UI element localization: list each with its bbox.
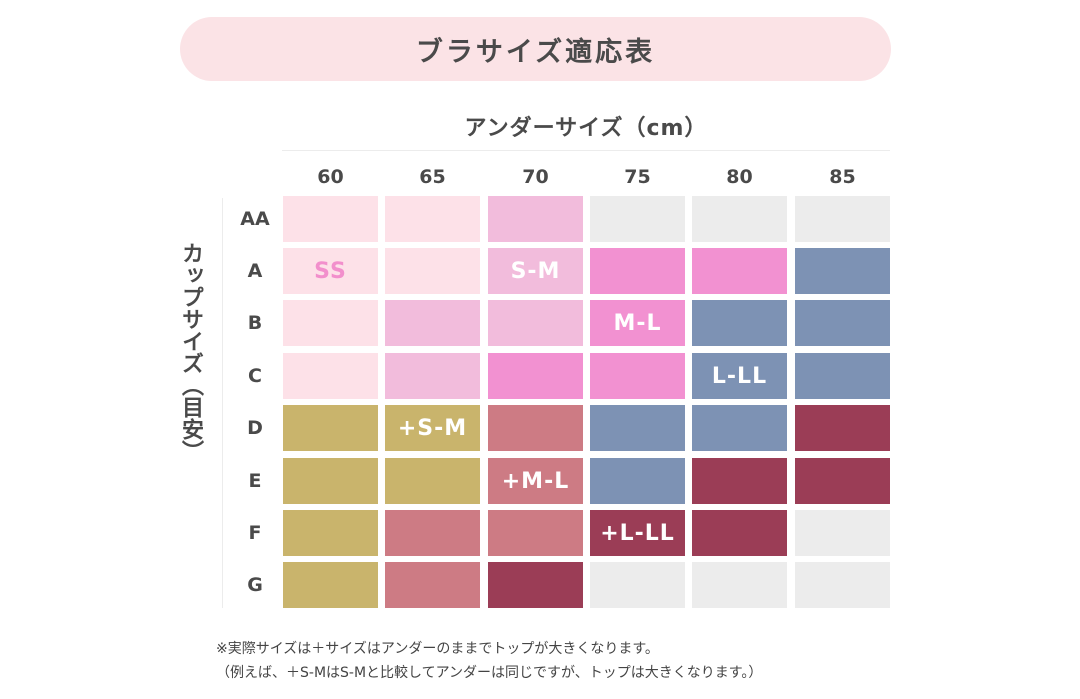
cup-size-heading: カップサイズ（目安）	[178, 242, 203, 462]
grid-cell	[692, 458, 787, 504]
grid-cell: M-L	[590, 300, 685, 346]
grid-cell: +S-M	[385, 405, 480, 451]
note-line-2: （例えば、＋S-MはS-Mと比較してアンダーは同じですが、トップは大きくなります…	[216, 665, 763, 681]
under-size-header: 75	[624, 166, 651, 188]
grid-cell: +M-L	[488, 458, 583, 504]
grid-cell	[488, 353, 583, 399]
grid-cell	[692, 405, 787, 451]
title-banner: ブラサイズ適応表	[180, 17, 891, 81]
grid-cell	[590, 353, 685, 399]
grid-cell	[590, 458, 685, 504]
grid-cell	[283, 353, 378, 399]
grid-cell: L-LL	[692, 353, 787, 399]
grid-cell	[795, 510, 890, 556]
under-size-header: 65	[419, 166, 446, 188]
grid-cell: S-M	[488, 248, 583, 294]
size-label: M-L	[613, 310, 662, 336]
cup-size-header: G	[247, 574, 263, 596]
cup-size-header: B	[247, 312, 263, 334]
grid-cell	[283, 300, 378, 346]
size-label: S-M	[510, 258, 561, 284]
grid-cell	[488, 510, 583, 556]
under-size-header: 60	[317, 166, 344, 188]
grid-cell	[385, 510, 480, 556]
grid-cell	[283, 510, 378, 556]
grid-cell	[590, 405, 685, 451]
grid-cell	[692, 562, 787, 608]
grid-cell	[795, 562, 890, 608]
cup-size-header: F	[248, 522, 262, 544]
grid-cell	[795, 458, 890, 504]
row-divider	[222, 198, 223, 608]
grid-cell	[488, 405, 583, 451]
grid-cell	[590, 196, 685, 242]
grid-cell	[692, 196, 787, 242]
grid-cell	[590, 248, 685, 294]
grid-cell	[692, 300, 787, 346]
page-title: ブラサイズ適応表	[415, 36, 656, 68]
grid-cell	[283, 458, 378, 504]
grid-cell	[795, 300, 890, 346]
cup-size-header: A	[247, 260, 263, 282]
cup-size-header: E	[248, 470, 262, 492]
grid-cell	[385, 458, 480, 504]
size-label: L-LL	[711, 363, 768, 389]
under-size-header: 85	[829, 166, 856, 188]
size-label: +M-L	[501, 468, 570, 494]
grid-cell	[385, 196, 480, 242]
cup-size-header: C	[248, 365, 262, 387]
grid-cell	[795, 248, 890, 294]
size-label: SS	[314, 258, 347, 284]
grid-cell	[590, 562, 685, 608]
grid-cell	[488, 562, 583, 608]
size-label: +S-M	[397, 415, 468, 441]
under-size-heading: アンダーサイズ（cm）	[464, 116, 708, 141]
under-size-header: 70	[522, 166, 549, 188]
under-size-header: 80	[726, 166, 753, 188]
grid-cell	[488, 196, 583, 242]
grid-cell	[795, 405, 890, 451]
grid-cell: SS	[283, 248, 378, 294]
grid-cell	[283, 405, 378, 451]
grid-cell	[283, 196, 378, 242]
grid-cell	[795, 196, 890, 242]
grid-cell	[795, 353, 890, 399]
grid-cell: +L-LL	[590, 510, 685, 556]
header-divider	[282, 150, 890, 151]
grid-cell	[385, 562, 480, 608]
grid-cell	[692, 510, 787, 556]
note-line-1: ※実際サイズは＋サイズはアンダーのままでトップが大きくなります。	[216, 641, 659, 657]
grid-cell	[385, 248, 480, 294]
grid-cell	[283, 562, 378, 608]
grid-cell	[692, 248, 787, 294]
size-label: +L-LL	[600, 520, 675, 546]
cup-size-header: D	[247, 417, 263, 439]
grid-cell	[385, 353, 480, 399]
grid-cell	[385, 300, 480, 346]
grid-cell	[488, 300, 583, 346]
cup-size-header: AA	[240, 208, 270, 230]
